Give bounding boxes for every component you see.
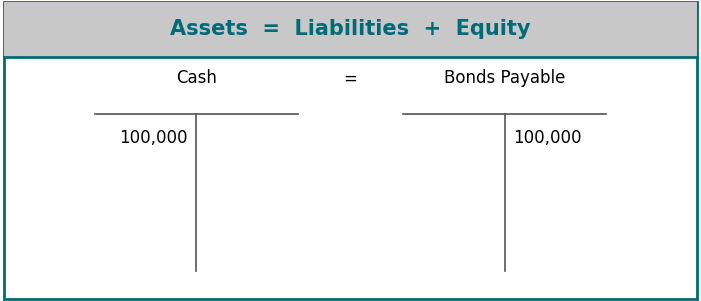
Text: Assets  =  Liabilities  +  Equity: Assets = Liabilities + Equity xyxy=(170,19,531,39)
Text: 100,000: 100,000 xyxy=(513,129,582,147)
Text: =: = xyxy=(343,69,358,87)
Text: Bonds Payable: Bonds Payable xyxy=(444,69,566,87)
Text: 100,000: 100,000 xyxy=(119,129,188,147)
Text: Cash: Cash xyxy=(176,69,217,87)
Bar xyxy=(4,2,697,57)
